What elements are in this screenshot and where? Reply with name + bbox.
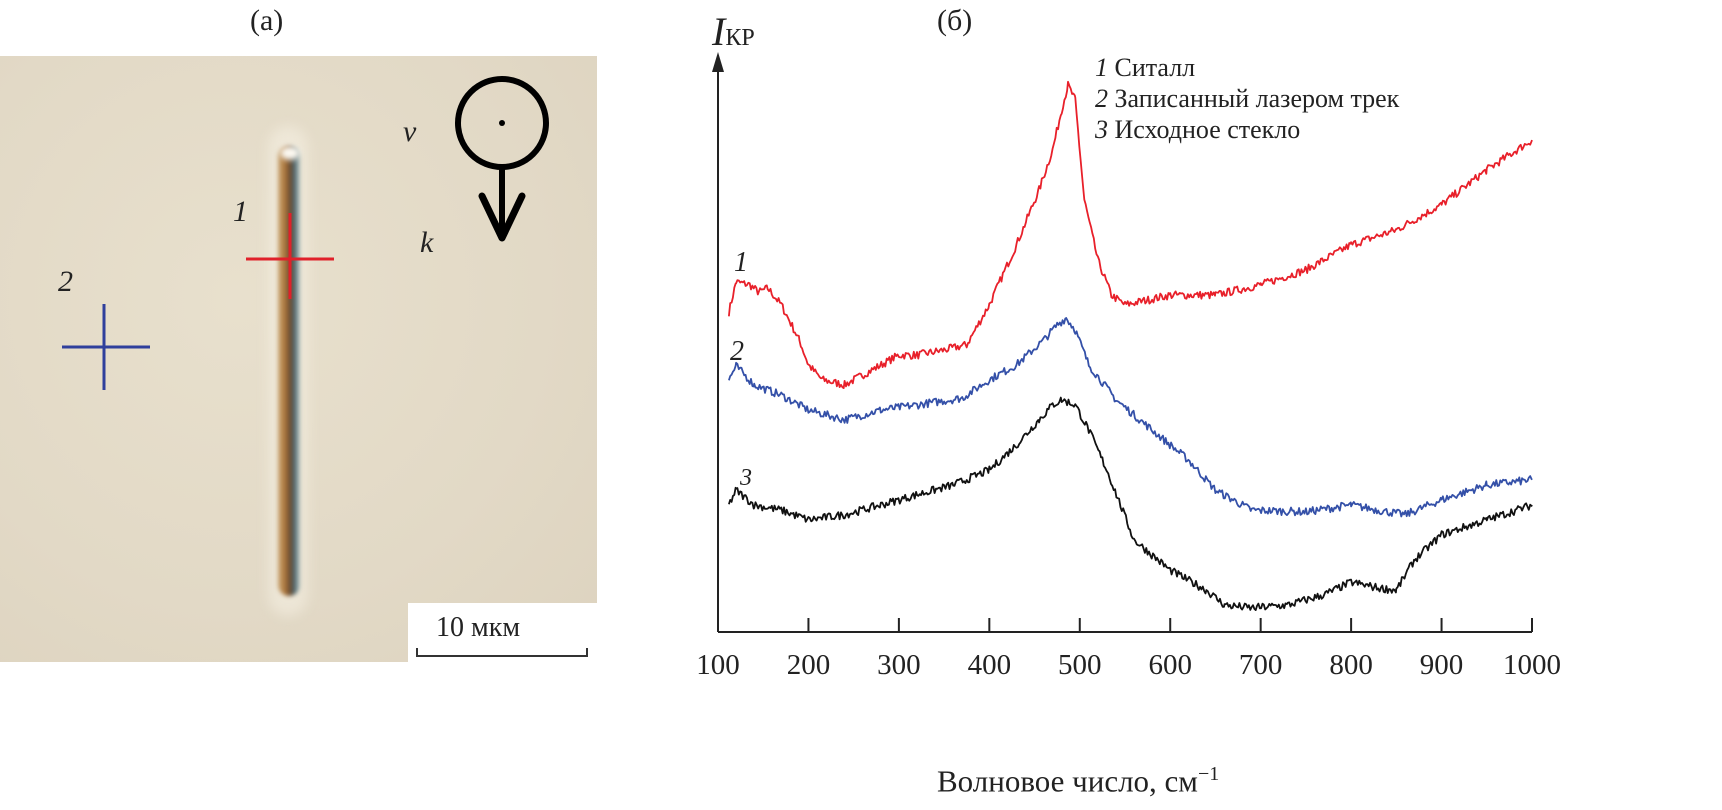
curve-label-3: 3 — [740, 465, 752, 491]
legend-item-1: 1 Ситалл — [1095, 52, 1399, 83]
x-axis-label-text: Волновое число, см — [937, 763, 1198, 799]
marker-1-label: 1 — [233, 195, 248, 228]
legend-num: 2 — [1095, 84, 1108, 113]
legend-text: Исходное стекло — [1114, 115, 1301, 144]
x-tick-label: 100 — [696, 649, 740, 681]
y-axis-arrow-icon — [712, 52, 724, 72]
x-tick-label: 700 — [1239, 649, 1283, 681]
polarization-dot-icon — [499, 120, 505, 126]
scale-bar-label: 10 мкм — [436, 612, 521, 643]
legend-item-3: 3 Исходное стекло — [1095, 114, 1399, 145]
legend-text: Ситалл — [1114, 53, 1196, 82]
legend-item-2: 2 Записанный лазером трек — [1095, 83, 1399, 114]
curve-label-2: 2 — [730, 336, 744, 367]
wave-vector-arrow-head-icon — [478, 192, 526, 242]
legend-text: Записанный лазером трек — [1114, 84, 1400, 113]
y-axis-label-main: I — [712, 9, 726, 54]
y-axis-label-sub: КР — [725, 25, 755, 51]
legend-num: 1 — [1095, 53, 1108, 82]
y-axis-label: IКР — [712, 8, 755, 55]
x-tick-label: 800 — [1329, 649, 1373, 681]
track-tip — [280, 146, 300, 160]
x-tick-label: 300 — [877, 649, 921, 681]
marker-2-label: 2 — [58, 265, 73, 298]
v-label: v — [403, 115, 417, 148]
x-tick-label: 400 — [968, 649, 1012, 681]
chart-title: (б) — [937, 4, 973, 37]
legend: 1 Ситалл 2 Записанный лазером трек 3 Исх… — [1095, 52, 1399, 145]
x-tick-label: 1000 — [1503, 649, 1561, 681]
x-tick-label: 200 — [787, 649, 831, 681]
panel-a-label: (а) — [250, 4, 284, 37]
x-axis-label: Волновое число, см−1 — [937, 763, 1219, 799]
series-2-line — [728, 317, 1533, 518]
x-tick-label: 900 — [1420, 649, 1464, 681]
x-axis-label-sup: −1 — [1197, 763, 1220, 785]
k-label: k — [420, 226, 434, 259]
series-1-line — [728, 80, 1533, 389]
x-tick-label: 600 — [1148, 649, 1192, 681]
curve-label-1: 1 — [734, 247, 748, 278]
x-tick-label: 500 — [1058, 649, 1102, 681]
legend-num: 3 — [1095, 115, 1108, 144]
scale-bar-box — [408, 603, 597, 662]
microscope-image — [0, 56, 597, 662]
series-3-line — [728, 396, 1533, 611]
